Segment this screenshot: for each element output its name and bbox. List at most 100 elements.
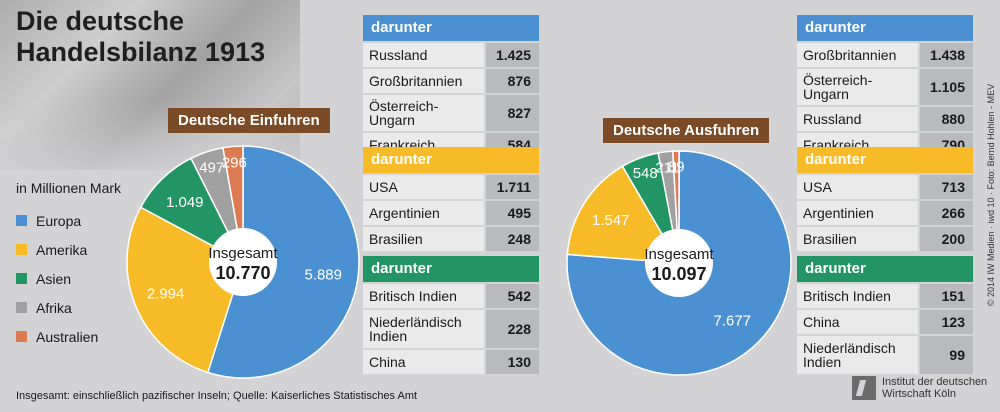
country-value: 151 bbox=[920, 284, 973, 308]
panel-header: darunter bbox=[797, 256, 973, 282]
country-value: 228 bbox=[486, 310, 539, 348]
country-name: Brasilien bbox=[797, 227, 918, 251]
pie-center-hole bbox=[209, 228, 277, 296]
table-row: Russland 880 bbox=[797, 107, 973, 131]
source-note: Insgesamt: einschließlich pazifischer In… bbox=[16, 390, 418, 402]
legend-swatch-afrika bbox=[16, 302, 27, 313]
import-europe-panel: darunter Russland 1.425 Großbritannien 876… bbox=[363, 15, 539, 157]
country-value: 876 bbox=[486, 69, 539, 93]
legend-item-europa: Europa bbox=[16, 206, 98, 235]
table-row: China 130 bbox=[363, 350, 539, 374]
country-name: Britisch Indien bbox=[797, 284, 918, 308]
table-row: USA 1.711 bbox=[363, 175, 539, 199]
country-name: China bbox=[363, 350, 484, 374]
panel-header: darunter bbox=[363, 147, 539, 173]
legend-label: Asien bbox=[36, 270, 72, 287]
legend-swatch-australien bbox=[16, 331, 27, 342]
legend-label: Australien bbox=[36, 328, 99, 345]
table-row: Österreich-Ungarn 1.105 bbox=[797, 69, 973, 105]
pie-value-label: 211 bbox=[655, 159, 679, 176]
country-value: 1.105 bbox=[920, 69, 973, 105]
iw-logo: Institut der deutschen Wirtschaft Köln bbox=[852, 376, 987, 400]
logo-line-2: Wirtschaft Köln bbox=[882, 388, 956, 400]
panel-header: darunter bbox=[363, 256, 539, 282]
country-value: 130 bbox=[486, 350, 539, 374]
import-caption: Deutsche Einfuhren bbox=[168, 108, 330, 133]
country-value: 542 bbox=[486, 284, 539, 308]
total-label: Insgesamt bbox=[208, 245, 278, 262]
pie-value-label: 5.889 bbox=[304, 266, 342, 283]
panel-header: darunter bbox=[363, 15, 539, 41]
export-america-panel: darunter USA 713 Argentinien 266 Brasilien… bbox=[797, 147, 973, 251]
pie-slice-europa bbox=[206, 145, 360, 379]
unit-label: in Millionen Mark bbox=[16, 180, 122, 196]
table-row: USA 713 bbox=[797, 175, 973, 199]
panel-header: darunter bbox=[797, 147, 973, 173]
table-row: China 123 bbox=[797, 310, 973, 334]
legend-item-afrika: Afrika bbox=[16, 293, 98, 322]
export-europe-panel: darunter Großbritannien 1.438 Österreich-… bbox=[797, 15, 973, 157]
import-america-panel: darunter USA 1.711 Argentinien 495 Brasili… bbox=[363, 147, 539, 251]
country-name: Argentinien bbox=[797, 201, 918, 225]
legend-item-amerika: Amerika bbox=[16, 235, 98, 264]
copyright-note: © 2014 IW Medien · iwd 10 · Foto: Bernd … bbox=[984, 30, 998, 360]
export-asia-panel: darunter Britisch Indien 151 China 123 Nie… bbox=[797, 256, 973, 374]
logo-line-1: Institut der deutschen bbox=[882, 376, 988, 388]
country-name: USA bbox=[363, 175, 484, 199]
title-line-1: Die deutsche bbox=[16, 6, 185, 36]
import-asia-panel: darunter Britisch Indien 542 Niederländis… bbox=[363, 256, 539, 374]
legend-item-asien: Asien bbox=[16, 264, 98, 293]
country-name: Österreich-Ungarn bbox=[797, 69, 918, 105]
country-name: Österreich-Ungarn bbox=[363, 95, 484, 131]
country-value: 1.438 bbox=[920, 43, 973, 67]
table-row: Britisch Indien 542 bbox=[363, 284, 539, 308]
country-value: 880 bbox=[920, 107, 973, 131]
total-label: Insgesamt bbox=[644, 246, 714, 263]
country-name: Britisch Indien bbox=[363, 284, 484, 308]
country-name: Großbritannien bbox=[363, 69, 484, 93]
pie-value-label: 1.049 bbox=[166, 194, 204, 211]
pie-value-label: 497 bbox=[199, 159, 224, 176]
country-value: 200 bbox=[920, 227, 973, 251]
iw-logo-mark bbox=[852, 376, 876, 400]
legend-swatch-amerika bbox=[16, 244, 27, 255]
country-name: USA bbox=[797, 175, 918, 199]
country-value: 99 bbox=[920, 336, 973, 374]
legend-label: Europa bbox=[36, 212, 82, 229]
country-value: 713 bbox=[920, 175, 973, 199]
country-name: Brasilien bbox=[363, 227, 484, 251]
table-row: Argentinien 495 bbox=[363, 201, 539, 225]
country-name: Russland bbox=[797, 107, 918, 131]
country-name: Niederländisch Indien bbox=[797, 336, 918, 374]
country-value: 1.711 bbox=[486, 175, 539, 199]
country-value: 123 bbox=[920, 310, 973, 334]
legend-swatch-asien bbox=[16, 273, 27, 284]
pie-value-label: 7.677 bbox=[713, 313, 751, 330]
country-value: 495 bbox=[486, 201, 539, 225]
legend-item-australien: Australien bbox=[16, 322, 98, 351]
country-value: 1.425 bbox=[486, 43, 539, 67]
iw-logo-text: Institut der deutschen Wirtschaft Köln bbox=[882, 376, 987, 400]
pie-value-label: 2.994 bbox=[147, 285, 185, 302]
copyright-text: © 2014 IW Medien · iwd 10 · Foto: Bernd … bbox=[986, 83, 996, 307]
pie-value-label: 296 bbox=[222, 155, 247, 172]
pie-value-label: 548 bbox=[633, 165, 658, 182]
table-row: Österreich-Ungarn 827 bbox=[363, 95, 539, 131]
export-caption: Deutsche Ausfuhren bbox=[603, 118, 770, 143]
legend: Europa Amerika Asien Afrika Australien bbox=[16, 206, 98, 351]
country-name: Niederländisch Indien bbox=[363, 310, 484, 348]
country-name: Argentinien bbox=[363, 201, 484, 225]
country-name: Russland bbox=[363, 43, 484, 67]
table-row: Großbritannien 876 bbox=[363, 69, 539, 93]
table-row: Niederländisch Indien 99 bbox=[797, 336, 973, 374]
pie-center-hole bbox=[645, 229, 713, 297]
pie-value-label: 1.547 bbox=[592, 212, 630, 229]
legend-label: Amerika bbox=[36, 241, 88, 258]
legend-label: Afrika bbox=[36, 299, 72, 316]
total-value: 10.770 bbox=[215, 263, 270, 283]
table-row: Argentinien 266 bbox=[797, 201, 973, 225]
legend-swatch-europa bbox=[16, 215, 27, 226]
